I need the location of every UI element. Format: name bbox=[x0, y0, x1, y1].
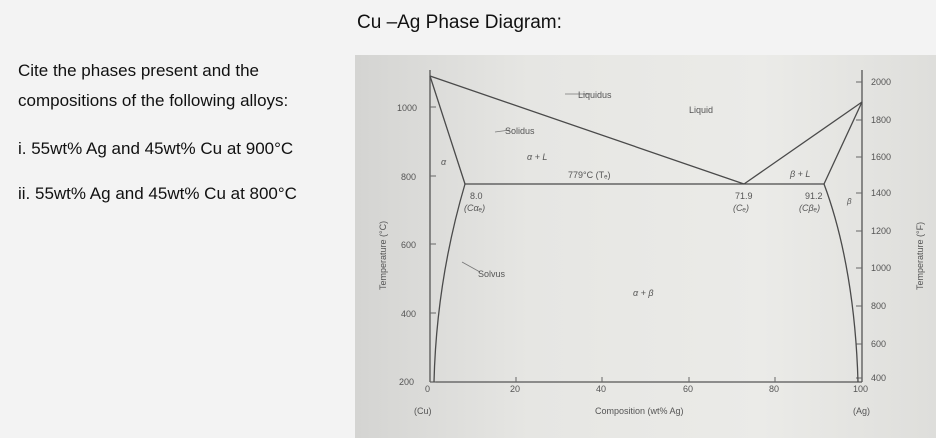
left-tick-label: 1000 bbox=[397, 103, 417, 113]
right-tick-label: 1800 bbox=[871, 115, 891, 125]
x-left-end-label: (Cu) bbox=[414, 406, 432, 416]
liquidus-label: Liquidus bbox=[578, 90, 612, 100]
right-axis-label: Temperature (°F) bbox=[915, 222, 925, 290]
right-tick-label: 1000 bbox=[871, 263, 891, 273]
right-tick-label: 1200 bbox=[871, 226, 891, 236]
solidus-line-ag bbox=[823, 101, 863, 185]
left-tick-label: 600 bbox=[401, 240, 416, 250]
x-tick-label: 60 bbox=[683, 384, 693, 394]
eutectic-temp-label: 779°C (Tₑ) bbox=[568, 170, 610, 180]
page-title: Cu –Ag Phase Diagram: bbox=[357, 12, 562, 33]
question-line-4: ii. 55wt% Ag and 45wt% Cu at 800°C bbox=[18, 184, 297, 203]
x-tick-label: 0 bbox=[425, 384, 430, 394]
beta-phase-label: β bbox=[846, 197, 852, 206]
x-right-end-label: (Ag) bbox=[853, 406, 870, 416]
solidus-label: Solidus bbox=[505, 126, 535, 136]
c-beta-e-value: 91.2 bbox=[805, 191, 823, 201]
c-alpha-e-label: (Cαₑ) bbox=[464, 203, 485, 213]
beta-plus-liquid-label: β + L bbox=[789, 169, 810, 179]
c-e-value: 71.9 bbox=[735, 191, 753, 201]
right-tick-label: 1400 bbox=[871, 188, 891, 198]
x-tick-label: 80 bbox=[769, 384, 779, 394]
left-tick-label: 400 bbox=[401, 309, 416, 319]
c-beta-e-label: (Cβₑ) bbox=[799, 203, 820, 213]
left-tick-label: 800 bbox=[401, 172, 416, 182]
right-tick-label: 600 bbox=[871, 339, 886, 349]
question-line-2: compositions of the following alloys: bbox=[18, 91, 289, 110]
phase-diagram-photo bbox=[355, 55, 936, 438]
liquidus-line-ag bbox=[743, 101, 863, 185]
alpha-phase-label: α bbox=[441, 157, 447, 167]
question-line-1: Cite the phases present and the bbox=[18, 61, 259, 80]
x-tick-label: 100 bbox=[853, 384, 868, 394]
left-ticks bbox=[430, 106, 436, 383]
left-axis-label: Temperature (°C) bbox=[378, 221, 388, 290]
question-line-3: i. 55wt% Ag and 45wt% Cu at 900°C bbox=[18, 139, 294, 158]
right-ticks bbox=[856, 81, 862, 379]
solvus-label: Solvus bbox=[478, 269, 506, 279]
right-tick-label: 2000 bbox=[871, 77, 891, 87]
solidus-line-cu bbox=[429, 75, 466, 185]
c-alpha-e-value: 8.0 bbox=[470, 191, 483, 201]
solvus-line-cu bbox=[433, 183, 466, 383]
c-e-label: (Cₑ) bbox=[733, 203, 749, 213]
liquid-label: Liquid bbox=[689, 105, 713, 115]
liquidus-line-cu bbox=[429, 75, 745, 185]
x-tick-label: 20 bbox=[510, 384, 520, 394]
solvus-line-ag bbox=[823, 183, 859, 383]
right-tick-label: 800 bbox=[871, 301, 886, 311]
right-tick-label: 1600 bbox=[871, 152, 891, 162]
x-ticks bbox=[515, 377, 776, 382]
phase-boundaries bbox=[429, 75, 863, 383]
alpha-plus-beta-label: α + β bbox=[633, 288, 654, 298]
x-axis-label: Composition (wt% Ag) bbox=[595, 406, 684, 416]
right-tick-label: 400 bbox=[871, 373, 886, 383]
leader-lines bbox=[461, 93, 590, 273]
alpha-plus-liquid-label: α + L bbox=[527, 152, 547, 162]
x-tick-label: 40 bbox=[596, 384, 606, 394]
left-tick-label: 200 bbox=[399, 377, 414, 387]
